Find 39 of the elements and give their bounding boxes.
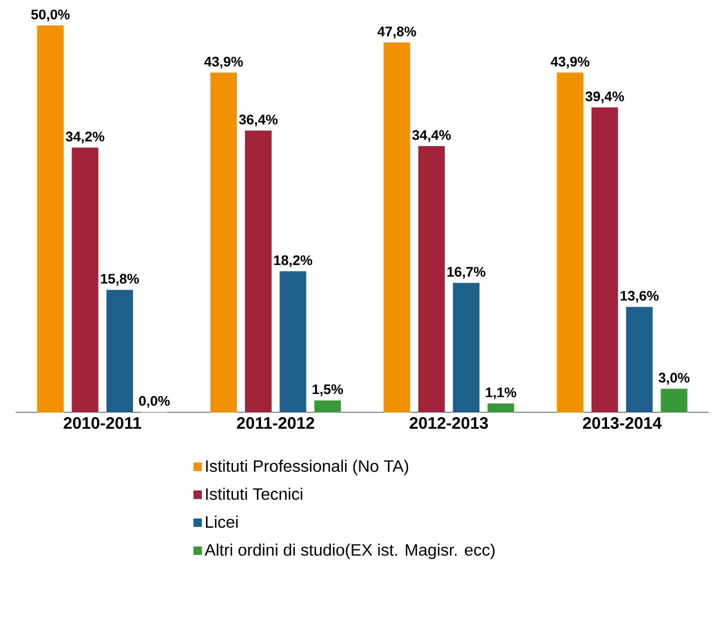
- bar: [488, 403, 514, 413]
- data-label: 47,8%: [377, 26, 416, 38]
- data-label: 18,2%: [274, 255, 312, 268]
- bar: [418, 146, 445, 413]
- data-label: 43,9%: [550, 56, 590, 69]
- data-label: 1,1%: [486, 388, 516, 400]
- data-label: 34,4%: [412, 130, 451, 142]
- legend-label: Istituti Professionali (No TA): [206, 460, 408, 476]
- bar: [37, 26, 64, 413]
- x-tick-label: 2010-2011: [64, 417, 142, 429]
- bar: [106, 290, 133, 413]
- data-label: 36,4%: [238, 114, 278, 126]
- data-label: 39,4%: [585, 92, 624, 104]
- data-label: 1,5%: [312, 384, 343, 396]
- legend-label: Istituti Tecnici: [206, 488, 302, 500]
- bar: [660, 388, 688, 413]
- bar: [626, 306, 653, 413]
- x-tick-label: 2011-2012: [236, 417, 314, 429]
- bar: [452, 282, 480, 413]
- legend-label: Altri ordini di studio(EX ist. Magisr. ecc): [204, 544, 495, 560]
- data-label: 34,2%: [66, 132, 104, 144]
- data-label: 50,0%: [31, 10, 70, 22]
- data-label: 43,9%: [204, 56, 243, 69]
- data-label: 15,8%: [100, 274, 139, 286]
- data-label: 13,6%: [620, 290, 659, 303]
- x-tick-label: 2013-2014: [582, 417, 662, 429]
- legend-label: Licei: [206, 516, 238, 528]
- bar: [245, 130, 272, 413]
- bar: [72, 148, 98, 413]
- bar: [556, 72, 584, 413]
- bar: [384, 42, 410, 413]
- bar: [314, 400, 341, 413]
- data-label: 16,7%: [447, 266, 486, 279]
- bar: [591, 107, 618, 413]
- data-label: 0,0%: [139, 396, 170, 408]
- bar: [280, 271, 306, 413]
- data-label: 3,0%: [658, 372, 690, 385]
- x-tick-label: 2012-2013: [410, 417, 488, 429]
- bar: [210, 72, 237, 413]
